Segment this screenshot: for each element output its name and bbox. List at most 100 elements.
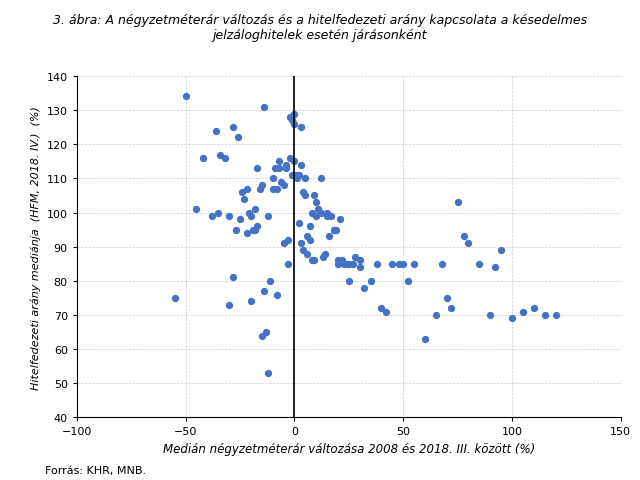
Point (320, 250, 330, 258)
Point (326, 213, 337, 220)
Point (459, 233, 469, 241)
Point (344, 260, 354, 268)
Text: Forrás: KHR, MNB.: Forrás: KHR, MNB. (45, 465, 146, 475)
Point (228, 274, 239, 282)
Point (289, 172, 300, 180)
Point (335, 216, 345, 224)
Point (283, 237, 293, 244)
Point (518, 308, 528, 316)
Point (316, 209, 326, 217)
Point (365, 277, 376, 285)
Point (324, 233, 334, 241)
Point (420, 336, 430, 343)
Point (313, 206, 323, 214)
Point (191, 206, 202, 214)
Point (333, 260, 343, 268)
Point (233, 134, 243, 142)
Point (452, 199, 463, 207)
Point (339, 260, 349, 268)
X-axis label: Medián négyzetméterár változása 2008 és 2018. III. között (%): Medián négyzetméterár változása 2008 és … (163, 442, 535, 455)
Point (269, 165, 280, 173)
Point (309, 257, 319, 264)
Point (274, 158, 284, 166)
Point (311, 199, 321, 207)
Point (283, 260, 293, 268)
Point (398, 260, 408, 268)
Point (298, 247, 308, 254)
Point (307, 257, 317, 264)
Point (274, 165, 284, 173)
Point (170, 294, 180, 302)
Point (198, 155, 208, 162)
Point (529, 305, 539, 312)
Point (278, 240, 289, 248)
Point (268, 185, 278, 193)
Point (228, 124, 239, 132)
Point (235, 216, 245, 224)
Point (241, 185, 252, 193)
Point (252, 223, 262, 230)
Point (540, 312, 550, 319)
Point (268, 175, 278, 183)
Point (259, 104, 269, 111)
Point (296, 124, 306, 132)
Point (285, 155, 295, 162)
Point (224, 301, 234, 309)
Point (322, 213, 332, 220)
Point (237, 189, 247, 196)
Point (437, 260, 447, 268)
Point (180, 94, 191, 101)
Point (280, 162, 291, 169)
Point (496, 247, 506, 254)
Point (328, 227, 339, 234)
Point (355, 264, 365, 272)
Point (331, 227, 341, 234)
Point (278, 182, 289, 190)
Point (296, 162, 306, 169)
Point (285, 114, 295, 121)
Point (328, 227, 339, 234)
Point (474, 260, 484, 268)
Point (381, 308, 391, 316)
Point (215, 151, 225, 159)
Point (294, 172, 304, 180)
Point (342, 260, 352, 268)
Point (287, 172, 298, 180)
Point (355, 257, 365, 264)
Point (394, 260, 404, 268)
Point (276, 179, 287, 186)
Point (291, 175, 301, 183)
Point (246, 213, 256, 220)
Point (387, 260, 397, 268)
Point (490, 264, 500, 272)
Point (263, 370, 273, 377)
Point (289, 110, 300, 118)
Point (463, 240, 474, 248)
Point (252, 165, 262, 173)
Point (333, 257, 343, 264)
Point (266, 277, 276, 285)
Point (302, 233, 312, 241)
Point (250, 227, 260, 234)
Point (257, 182, 267, 190)
Point (372, 260, 382, 268)
Point (213, 209, 223, 217)
Point (261, 329, 271, 336)
Point (300, 192, 310, 200)
Point (305, 223, 315, 230)
Point (317, 253, 328, 261)
Point (296, 240, 306, 248)
Point (230, 227, 241, 234)
Point (344, 277, 354, 285)
Point (311, 213, 321, 220)
Point (359, 284, 369, 292)
Point (294, 219, 304, 227)
Point (259, 288, 269, 295)
Point (241, 230, 252, 238)
Point (298, 189, 308, 196)
Point (250, 206, 260, 214)
Point (376, 305, 387, 312)
Point (337, 257, 348, 264)
Point (291, 172, 301, 180)
Point (289, 120, 300, 128)
